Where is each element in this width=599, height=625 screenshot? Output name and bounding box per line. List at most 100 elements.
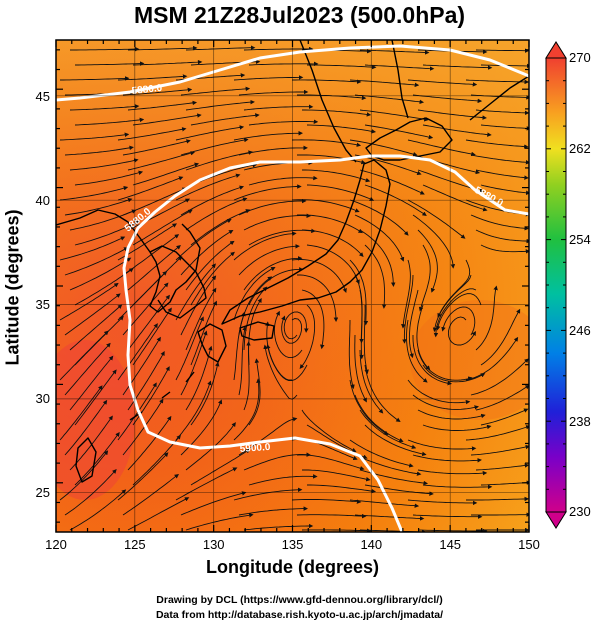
streamline <box>64 247 129 276</box>
streamline <box>243 213 312 231</box>
streamline <box>175 467 238 501</box>
x-tick-label: 135 <box>282 537 304 552</box>
streamline <box>470 358 529 396</box>
y-tick-label: 40 <box>36 193 50 208</box>
streamline <box>422 484 493 490</box>
streamline <box>354 454 422 476</box>
streamline <box>74 369 117 426</box>
streamline <box>480 244 529 254</box>
colorbar-tick-label: 262 <box>569 141 591 156</box>
streamline <box>296 513 367 519</box>
streamline <box>180 491 247 516</box>
coastline-hokkaido <box>365 117 453 161</box>
streamline <box>475 384 529 411</box>
streamline <box>307 64 377 70</box>
streamline <box>60 76 130 81</box>
streamline <box>59 330 109 381</box>
streamline <box>480 480 529 486</box>
streamline <box>465 79 529 85</box>
streamline <box>349 379 389 436</box>
streamline <box>127 244 181 291</box>
streamline <box>475 285 498 351</box>
streamline <box>470 214 529 231</box>
streamline <box>59 385 103 441</box>
streamline <box>117 382 157 441</box>
streamline <box>364 484 434 496</box>
streamline <box>64 293 121 336</box>
streamline <box>273 310 303 359</box>
streamline <box>349 499 420 508</box>
contour-label: 5900.0 <box>239 442 271 455</box>
streamline <box>190 300 217 366</box>
streamline <box>69 304 123 351</box>
streamline <box>291 499 362 504</box>
streamline <box>364 244 387 309</box>
coastline-china-korea <box>56 209 201 313</box>
streamline <box>359 229 396 287</box>
streamline <box>132 59 203 66</box>
streamline <box>190 113 260 126</box>
streamline <box>248 61 319 67</box>
streamline <box>480 308 521 366</box>
streamline <box>401 259 411 329</box>
contour-5880-north <box>56 44 529 102</box>
streamline <box>417 528 488 532</box>
y-tick-label: 45 <box>36 89 50 104</box>
streamline <box>299 304 316 369</box>
streamline <box>185 197 248 231</box>
streamline <box>465 139 529 149</box>
streamline <box>175 263 216 321</box>
coastline-korea-peninsula <box>149 245 207 319</box>
streamline <box>441 306 476 336</box>
streamline <box>132 434 181 486</box>
streamline <box>364 364 401 422</box>
streamline <box>132 209 193 246</box>
streamline <box>422 424 492 431</box>
streamline <box>117 74 188 81</box>
streamline <box>64 197 133 216</box>
streamline <box>74 117 145 126</box>
streamline <box>127 100 198 111</box>
streamline <box>69 257 132 291</box>
x-axis-label: Longitude (degrees) <box>205 557 379 577</box>
streamline <box>233 378 261 441</box>
streamline <box>248 175 318 186</box>
streamline <box>132 113 202 126</box>
streamline <box>407 139 476 157</box>
streamline <box>190 449 251 486</box>
y-tick-label: 30 <box>36 391 50 406</box>
streamline <box>185 45 256 51</box>
streamline <box>59 132 130 141</box>
streamline <box>175 380 212 441</box>
streamline <box>248 119 319 126</box>
streamline <box>364 424 427 457</box>
streamline <box>359 289 364 360</box>
streamline <box>364 124 434 140</box>
streamline <box>243 256 303 291</box>
streamline <box>354 334 367 403</box>
streamline <box>59 450 109 501</box>
streamline <box>465 336 519 381</box>
streamline <box>122 139 191 156</box>
streamline <box>59 185 129 201</box>
streamline <box>475 229 529 244</box>
streamline <box>412 335 453 386</box>
streamline <box>190 361 220 426</box>
streamline <box>185 240 235 291</box>
streamline <box>417 469 488 476</box>
coastline-honshu <box>221 159 391 325</box>
contour-label: 5880.0 <box>131 83 163 97</box>
streamline <box>349 79 420 88</box>
streamline <box>307 484 377 494</box>
streamline <box>306 244 360 285</box>
streamline <box>69 489 127 531</box>
colorbar-tick-label: 238 <box>569 414 591 429</box>
streamline <box>475 48 529 53</box>
height-contours <box>56 44 529 532</box>
streamline <box>364 184 427 216</box>
streamline <box>301 289 325 350</box>
streamline <box>69 209 137 231</box>
colorbar-tick-label: 230 <box>569 504 591 519</box>
streamline <box>238 417 298 456</box>
streamline <box>243 46 314 52</box>
